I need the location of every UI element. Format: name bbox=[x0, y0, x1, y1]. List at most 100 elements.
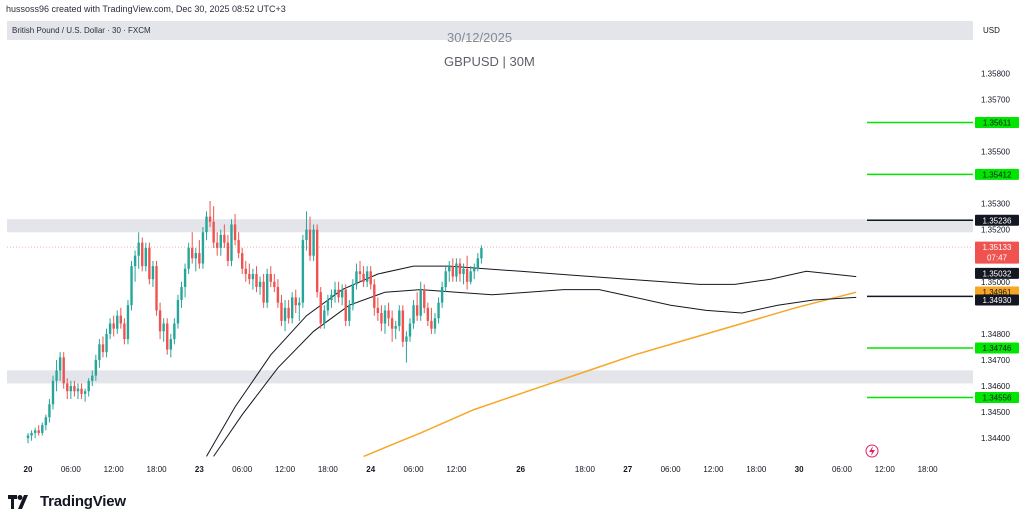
x-tick-label: 30 bbox=[795, 465, 804, 474]
candle-up bbox=[383, 310, 387, 324]
x-tick-label: 26 bbox=[516, 465, 525, 474]
candle-down bbox=[287, 307, 290, 319]
ma-200-tag-label: 1.34961 bbox=[983, 288, 1012, 297]
candle-down bbox=[223, 234, 226, 243]
candle-down bbox=[166, 323, 169, 350]
candle-down bbox=[373, 284, 376, 308]
y-tick-label: 1.35200 bbox=[981, 226, 1010, 235]
ma-tag-bg bbox=[975, 267, 1019, 279]
candle-up bbox=[76, 388, 80, 392]
symbol-title[interactable]: British Pound / U.S. Dollar · 30 · FXCM bbox=[12, 26, 151, 35]
x-tick-label: 24 bbox=[366, 465, 375, 474]
candle-down bbox=[198, 253, 201, 264]
candle-up bbox=[348, 305, 351, 321]
x-tick-label: 27 bbox=[623, 465, 632, 474]
candle-up bbox=[133, 255, 137, 267]
candle-up bbox=[176, 300, 180, 324]
candle-down bbox=[119, 315, 123, 324]
candle-up bbox=[448, 266, 451, 272]
ma-200-line bbox=[363, 291, 857, 458]
candle-down bbox=[80, 388, 83, 394]
candle-up bbox=[91, 375, 94, 381]
current-price-tag-countdown: 07:47 bbox=[987, 254, 1008, 263]
candle-down bbox=[191, 247, 194, 259]
candle-up bbox=[251, 273, 255, 280]
symbol-strip: British Pound / U.S. Dollar · 30 · FXCM bbox=[7, 21, 973, 40]
candle-up bbox=[355, 271, 358, 285]
candle-up bbox=[83, 391, 87, 394]
candle-up bbox=[26, 435, 30, 439]
candle-up bbox=[440, 286, 444, 303]
candle-up bbox=[323, 310, 326, 324]
y-tick-label: 1.34700 bbox=[981, 356, 1010, 365]
level-tag-label: 1.34556 bbox=[983, 393, 1012, 402]
x-tick-label: 12:00 bbox=[275, 465, 296, 474]
candle-up bbox=[258, 281, 262, 287]
candle-down bbox=[387, 310, 390, 319]
x-tick-label: 06:00 bbox=[832, 465, 853, 474]
candle-down bbox=[123, 323, 126, 340]
candle-up bbox=[340, 289, 344, 298]
y-tick-label: 1.35800 bbox=[981, 69, 1010, 78]
candle-down bbox=[401, 310, 405, 342]
y-tick-label: 1.34600 bbox=[981, 382, 1010, 391]
x-tick-label: 18:00 bbox=[318, 465, 339, 474]
candle-up bbox=[312, 229, 315, 256]
candle-up bbox=[412, 305, 415, 324]
candle-up bbox=[194, 253, 197, 259]
ma-tag-bg bbox=[975, 294, 1019, 306]
candle-down bbox=[319, 292, 322, 324]
x-tick-label: 06:00 bbox=[232, 465, 253, 474]
candle-up bbox=[326, 300, 330, 311]
candle-up bbox=[473, 268, 476, 272]
price-axis[interactable]: USD 1.35800 1.35700 1.35500 1.35300 1.35200 1… bbox=[973, 21, 1024, 479]
candle-up bbox=[433, 318, 437, 329]
candle-down bbox=[426, 307, 430, 321]
tradingview-brand[interactable]: TradingView bbox=[8, 493, 126, 510]
candle-up bbox=[98, 344, 101, 360]
y-tick-label: 1.34800 bbox=[981, 330, 1010, 339]
overlay-date: 30/12/2025 bbox=[447, 30, 513, 45]
candle-up bbox=[480, 247, 483, 259]
candle-down bbox=[158, 310, 162, 332]
candle-up bbox=[265, 273, 269, 303]
candle-down bbox=[280, 302, 283, 321]
candle-down bbox=[112, 323, 115, 329]
candle-up bbox=[365, 271, 369, 282]
candle-up bbox=[419, 289, 422, 316]
tradingview-wordmark: TradingView bbox=[40, 493, 126, 510]
candle-up bbox=[398, 310, 401, 327]
currency-label[interactable]: USD bbox=[983, 26, 1000, 35]
x-tick-label: 06:00 bbox=[61, 465, 82, 474]
x-tick-label: 12:00 bbox=[703, 465, 724, 474]
candle-up bbox=[408, 323, 412, 337]
candle-up bbox=[108, 323, 112, 334]
candle-down bbox=[66, 383, 69, 392]
current-price-tag-bg bbox=[975, 241, 1019, 264]
candle-down bbox=[451, 266, 455, 277]
candle-up bbox=[33, 430, 37, 433]
price-axis-labels: 1.35800 1.35700 1.35500 1.35300 1.35200 1.350… bbox=[975, 69, 1019, 443]
level-tag-bg bbox=[975, 391, 1019, 403]
candle-down bbox=[390, 318, 394, 329]
candle-down bbox=[273, 281, 276, 287]
level-tag-label: 1.35611 bbox=[983, 119, 1012, 128]
y-tick-label: 1.35700 bbox=[981, 95, 1010, 104]
y-tick-label: 1.35000 bbox=[981, 278, 1010, 287]
candle-down bbox=[369, 271, 372, 285]
candle-up bbox=[394, 326, 397, 329]
candle-up bbox=[51, 380, 55, 405]
candle-down bbox=[423, 289, 426, 308]
flash-icon bbox=[865, 444, 879, 458]
y-tick-label: 1.35500 bbox=[981, 147, 1010, 156]
level-tag-bg bbox=[975, 214, 1019, 226]
x-tick-label: 18:00 bbox=[575, 465, 596, 474]
level-tag-bg bbox=[975, 168, 1019, 180]
candle-down bbox=[465, 268, 469, 282]
candle-up bbox=[230, 224, 233, 261]
chart-pane[interactable]: British Pound / U.S. Dollar · 30 · FXCM … bbox=[7, 21, 973, 479]
candle-up bbox=[201, 232, 205, 264]
x-tick-label: 20 bbox=[24, 465, 33, 474]
candlestick-chart[interactable]: 20 06:00 12:00 18:00 23 06:00 12:00 18:00 24 06:0… bbox=[7, 21, 973, 479]
candle-up bbox=[219, 234, 222, 248]
